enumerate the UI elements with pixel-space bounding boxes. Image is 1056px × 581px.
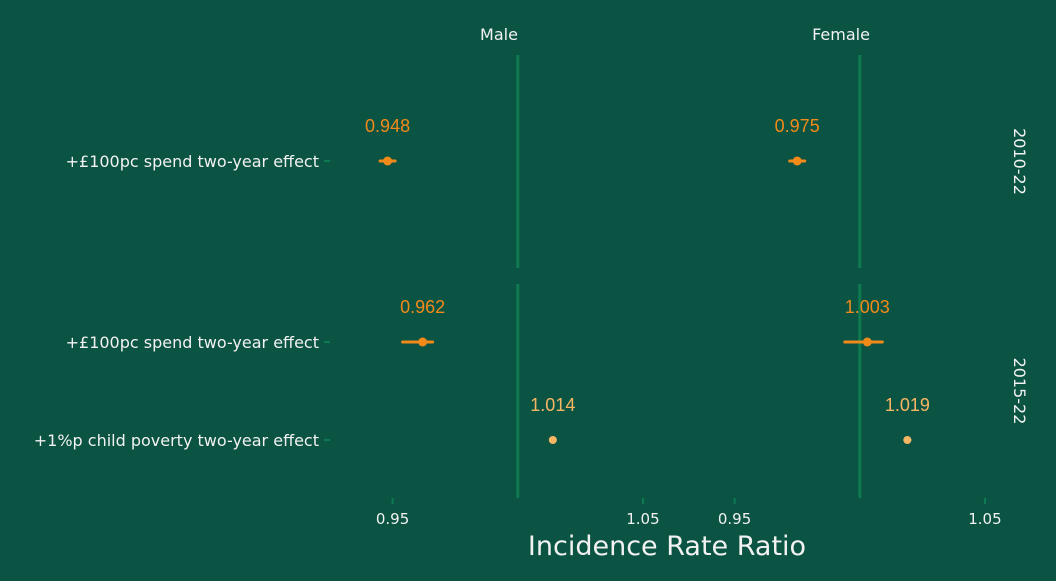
- data-label: 0.948: [365, 116, 410, 136]
- data-label: 0.962: [400, 297, 445, 317]
- row-label: +£100pc spend two-year effect: [66, 152, 319, 171]
- data-label: 0.975: [775, 116, 820, 136]
- row-label: +£100pc spend two-year effect: [66, 333, 319, 352]
- panel-label-female: Female: [812, 25, 870, 44]
- data-point: [418, 337, 428, 347]
- data-point: [792, 156, 802, 166]
- x-tick-label: 0.95: [376, 510, 409, 528]
- data-point: [383, 156, 393, 166]
- data-label: 1.014: [530, 395, 575, 415]
- x-axis-title: Incidence Rate Ratio: [528, 531, 806, 562]
- row-group-label-2015-22: 2015-22: [1010, 358, 1029, 425]
- data-point: [862, 337, 872, 347]
- data-point: [903, 436, 912, 444]
- x-tick-label: 1.05: [626, 510, 659, 528]
- row-label: +1%p child poverty two-year effect: [34, 431, 319, 450]
- x-tick-label: 1.05: [968, 510, 1001, 528]
- panel-label-male: Male: [480, 25, 518, 44]
- data-point: [548, 436, 557, 444]
- row-group-label-2010-22: 2010-22: [1010, 128, 1029, 195]
- data-label: 1.003: [845, 297, 890, 317]
- data-label: 1.019: [885, 395, 930, 415]
- x-tick-label: 0.95: [718, 510, 751, 528]
